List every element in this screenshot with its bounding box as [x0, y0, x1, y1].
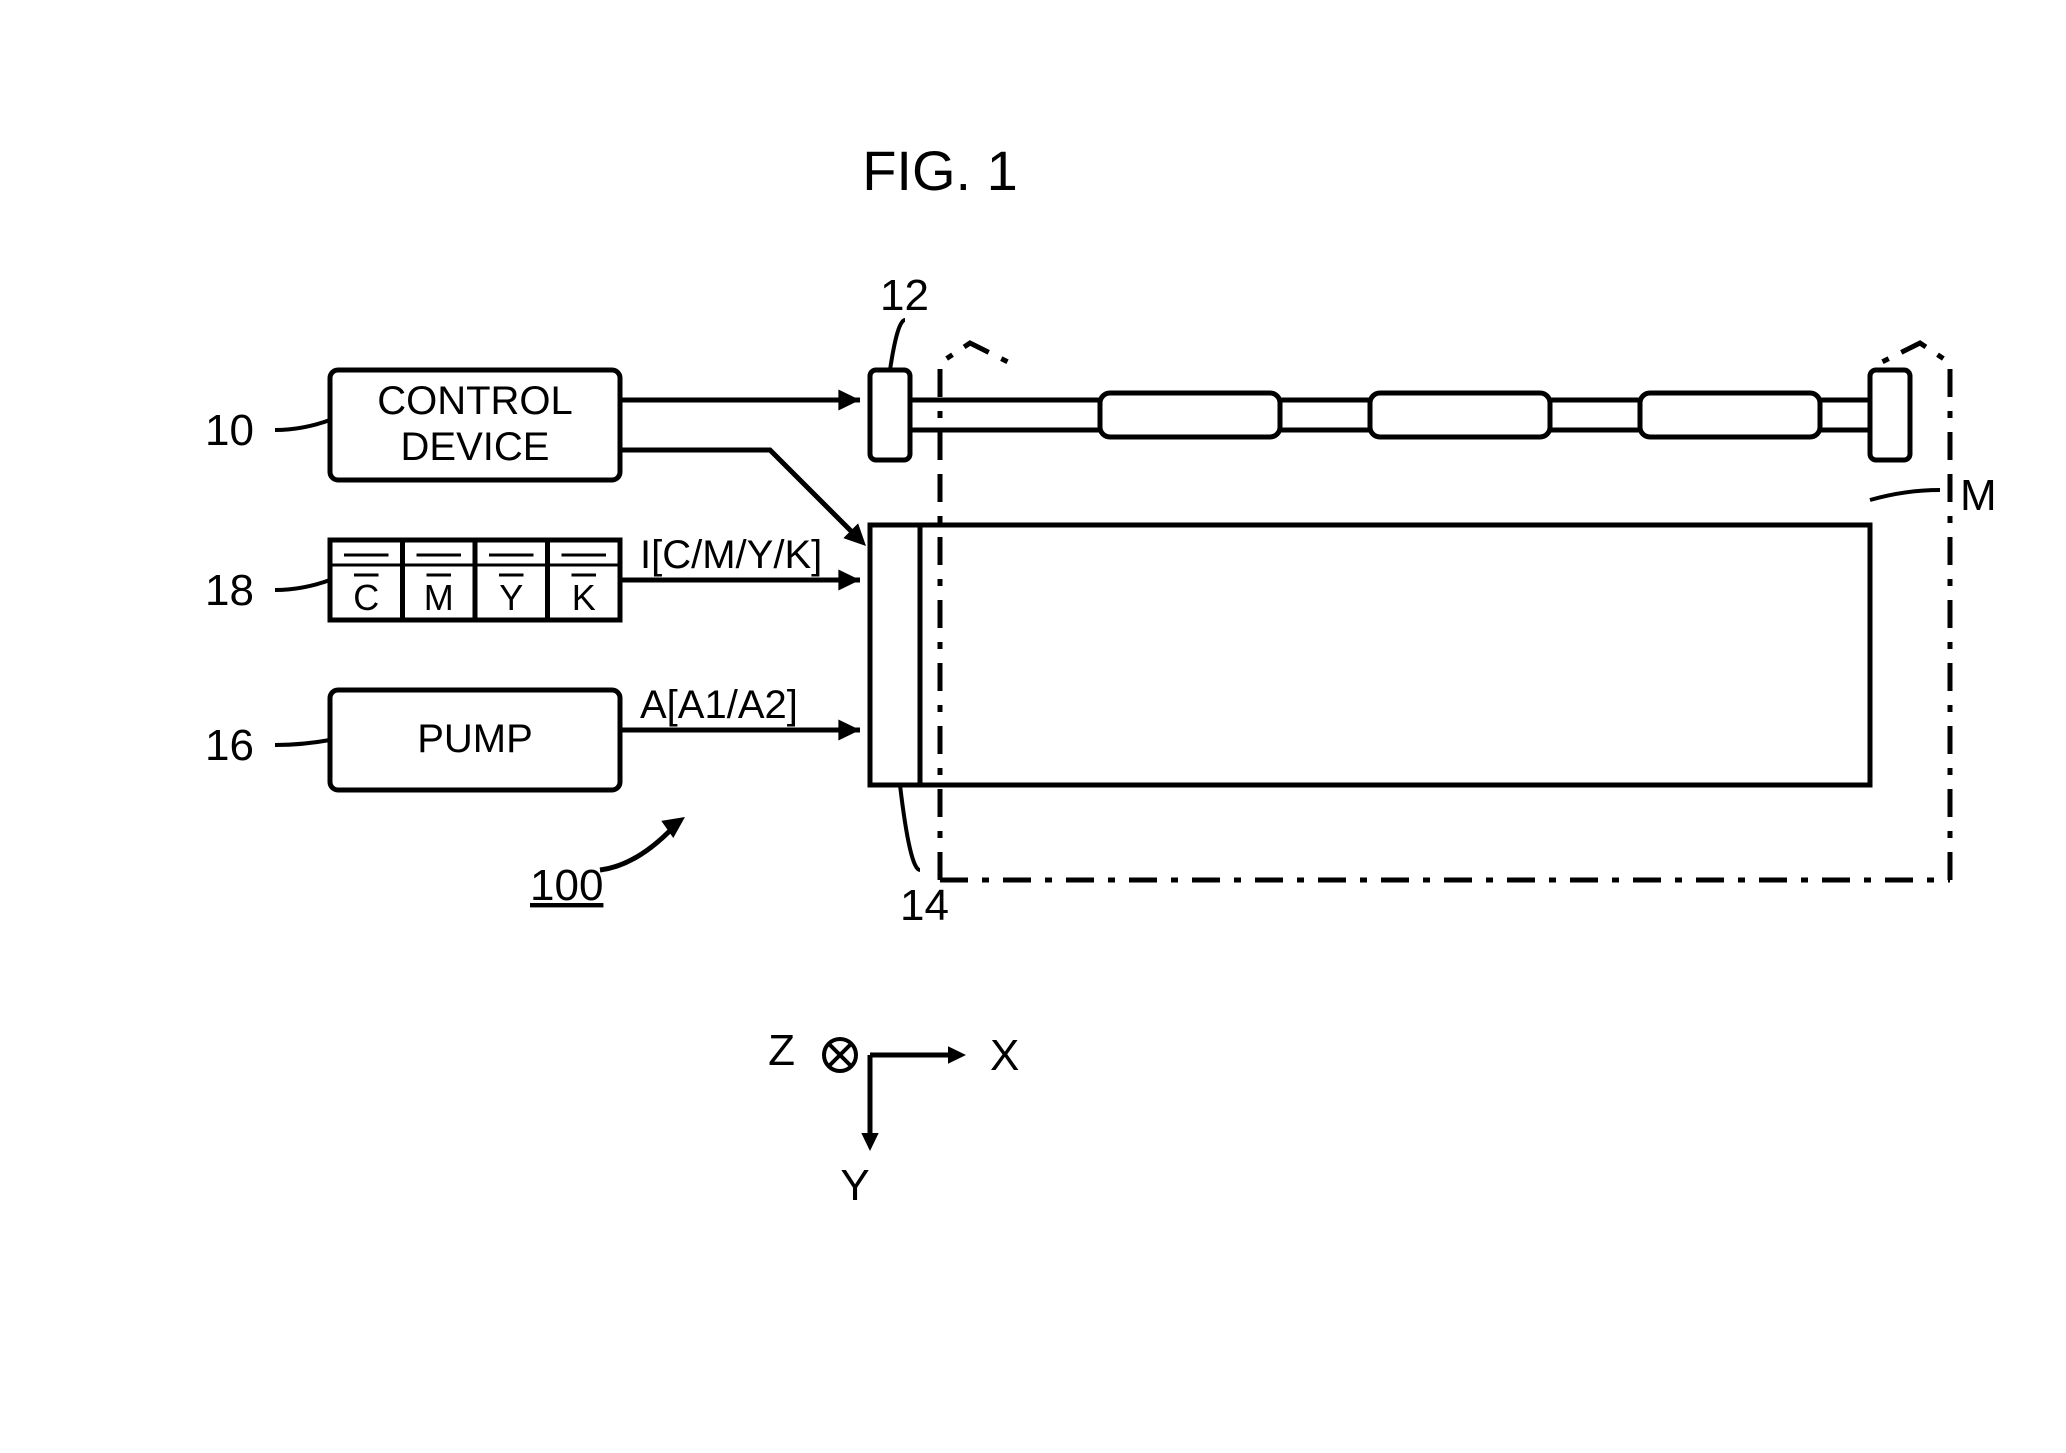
- ref-14: 14: [900, 881, 949, 930]
- rail-end-right: [1870, 370, 1910, 460]
- pump-label: PUMP: [417, 717, 533, 761]
- axis-x-label: X: [990, 1031, 1019, 1080]
- air-signal-label: A[A1/A2]: [640, 683, 798, 727]
- figure-title: FIG. 1: [862, 139, 1018, 202]
- ref-100: 100: [530, 861, 603, 910]
- cartridge-label: K: [572, 577, 596, 618]
- rail-block: [1640, 393, 1820, 437]
- printhead-box: [870, 525, 1870, 785]
- ref-12: 12: [880, 271, 929, 320]
- axis-z-label: Z: [768, 1026, 795, 1075]
- rail-block: [1370, 393, 1550, 437]
- ref-M: M: [1960, 471, 1997, 520]
- control-device-label2: DEVICE: [401, 425, 550, 469]
- ref-16: 16: [205, 721, 254, 770]
- cartridge-label: C: [353, 577, 379, 618]
- cartridge-label: Y: [499, 577, 523, 618]
- rail-block: [1100, 393, 1280, 437]
- ink-signal-label: I[C/M/Y/K]: [640, 533, 822, 577]
- rail-end-left: [870, 370, 910, 460]
- ref-18: 18: [205, 566, 254, 615]
- cartridge-label: M: [424, 577, 454, 618]
- ref-10: 10: [205, 406, 254, 455]
- axis-y-label: Y: [840, 1161, 869, 1210]
- control-device-label1: CONTROL: [377, 379, 573, 423]
